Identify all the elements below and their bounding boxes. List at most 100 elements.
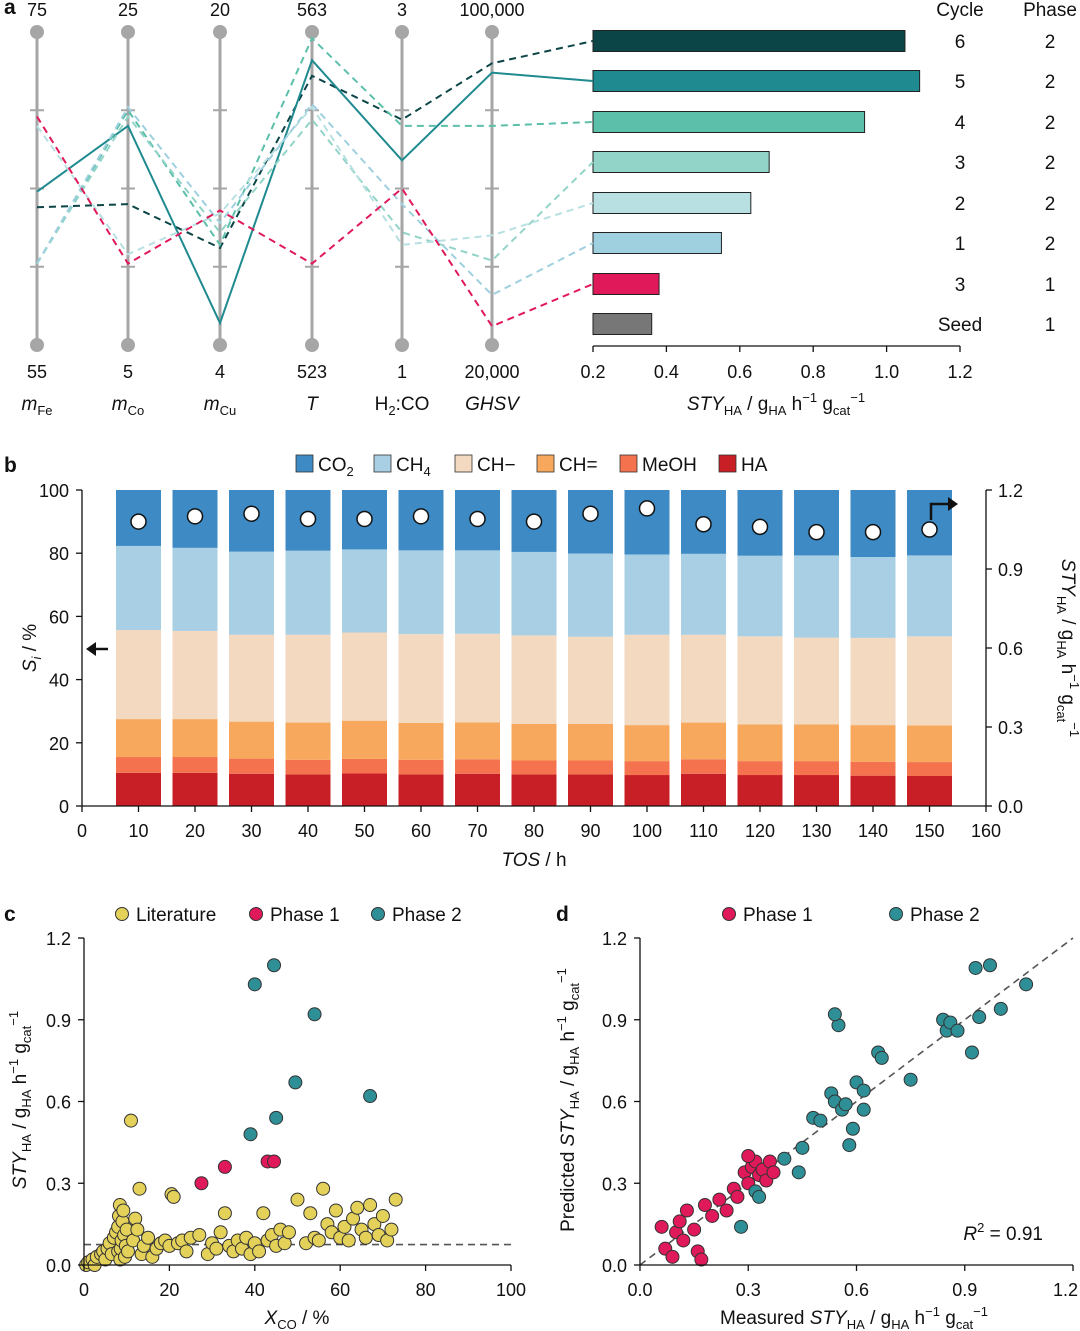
sty-point bbox=[299, 510, 317, 528]
label-text: g bbox=[940, 1308, 956, 1329]
sty-point bbox=[582, 505, 599, 522]
stacked-bar-segment bbox=[568, 723, 613, 761]
stacked-bar-segment bbox=[229, 551, 274, 635]
legend-label: Phase 1 bbox=[743, 905, 813, 926]
stacked-bar-segment bbox=[850, 490, 896, 557]
label-main: CH− bbox=[477, 455, 516, 476]
stacked-bar-segment bbox=[568, 774, 613, 806]
stacked-bar-segment bbox=[511, 551, 557, 636]
label-main: TOS bbox=[501, 850, 540, 871]
label-subscript: HA bbox=[19, 1134, 34, 1152]
phase1-point bbox=[730, 1189, 745, 1204]
sty-point bbox=[751, 518, 769, 536]
label-subscript: Fe bbox=[37, 403, 52, 418]
stacked-bar-segment bbox=[794, 555, 839, 638]
phase1-point bbox=[267, 1154, 282, 1169]
stacked-bar-segment bbox=[907, 762, 952, 776]
stacked-bar-segment bbox=[116, 772, 161, 806]
label-text: / % bbox=[297, 1308, 330, 1329]
stacked-bar-segment bbox=[624, 761, 670, 776]
bar-x-tick-label: 1.2 bbox=[947, 362, 972, 382]
stacked-bar-segment bbox=[624, 725, 670, 762]
stacked-bar-segment bbox=[398, 550, 444, 635]
stacked-bar-segment bbox=[794, 724, 839, 762]
phase-value: 2 bbox=[1045, 72, 1056, 93]
literature-point bbox=[316, 1181, 331, 1196]
label-main: STY bbox=[810, 1308, 848, 1329]
pc-axis-min-label: 4 bbox=[215, 362, 225, 382]
label-subscript: HA bbox=[847, 1317, 865, 1331]
panel-label: b bbox=[4, 454, 17, 477]
y-tick-label-left: 40 bbox=[49, 671, 69, 691]
bar-x-tick-label: 1.0 bbox=[874, 362, 899, 382]
phase-value: 2 bbox=[1045, 194, 1056, 215]
label-subscript: cat bbox=[19, 1025, 34, 1043]
label-text: / % bbox=[20, 624, 41, 657]
stacked-bar-segment bbox=[172, 772, 218, 806]
stacked-bar-segment bbox=[229, 758, 274, 774]
label-main: T bbox=[306, 394, 319, 415]
label-subscript: cat bbox=[1054, 705, 1069, 723]
pc-axis-max-label: 3 bbox=[397, 0, 407, 20]
x-tick-label: 0.0 bbox=[627, 1280, 652, 1300]
pc-axis-name: mFe bbox=[22, 394, 53, 418]
stacked-bar-segment bbox=[794, 637, 839, 725]
label-text: h bbox=[558, 1031, 579, 1047]
phase1-point bbox=[712, 1192, 727, 1207]
literature-point bbox=[328, 1203, 343, 1218]
stacked-bar-segment bbox=[737, 555, 783, 637]
label-text: h bbox=[786, 394, 802, 415]
y-tick-label-right: 0.9 bbox=[998, 560, 1023, 580]
cycle-value: 6 bbox=[955, 32, 966, 53]
phase2-point bbox=[247, 977, 262, 992]
x-tick-label: 50 bbox=[354, 821, 374, 841]
y-tick-label: 1.2 bbox=[46, 929, 71, 949]
legend-label: CH= bbox=[559, 455, 598, 476]
stacked-bar-segment bbox=[907, 725, 952, 763]
x-tick-label: 0.9 bbox=[952, 1280, 977, 1300]
x-tick-label: 0.3 bbox=[736, 1280, 761, 1300]
phase2-point bbox=[734, 1219, 749, 1234]
panel-b: b CO2 CH4 CH− CH= MeOH HA0 10 20 30 40 50 60 70 80 90 10… bbox=[4, 454, 1080, 871]
phase1-point bbox=[697, 1198, 712, 1213]
label-subscript: HA bbox=[1054, 596, 1069, 614]
label-text: / h bbox=[540, 850, 566, 871]
legend-label: CO2 bbox=[318, 455, 354, 479]
stacked-bar-segment bbox=[342, 720, 387, 759]
stacked-bar-segment bbox=[737, 761, 783, 776]
stacked-bar-segment bbox=[511, 635, 557, 724]
pc-axis-end-dot bbox=[30, 338, 44, 352]
label-main: m bbox=[112, 394, 128, 415]
label-main: STY bbox=[687, 394, 725, 415]
pc-axis-name: H2:CO bbox=[375, 394, 430, 418]
pc-axis-end-dot bbox=[121, 25, 135, 39]
stacked-bar-segment bbox=[229, 773, 274, 806]
label-subscript: 4 bbox=[423, 464, 430, 479]
label-main: CH bbox=[396, 455, 423, 476]
y-tick-label-left: 20 bbox=[49, 734, 69, 754]
phase2-point bbox=[363, 1089, 378, 1104]
stacked-bar-segment bbox=[285, 634, 331, 723]
stacked-bar-segment bbox=[907, 636, 952, 726]
r-squared-annotation: R2 = 0.91 bbox=[963, 1220, 1043, 1245]
sty-bar bbox=[592, 151, 770, 173]
pc-axis-end-dot bbox=[395, 25, 409, 39]
legend-swatch bbox=[373, 454, 392, 473]
label-text: / g bbox=[742, 394, 768, 415]
label-text: g bbox=[558, 1000, 579, 1016]
y-tick-label-right: 0.3 bbox=[998, 718, 1023, 738]
y-axis-label: Predicted STYHA / gHA h−1 gcat−1 bbox=[554, 968, 582, 1232]
x-tick-label: 120 bbox=[745, 821, 775, 841]
legend-label: Phase 1 bbox=[270, 905, 340, 926]
stacked-bar-segment bbox=[681, 773, 726, 806]
stacked-bar-segment bbox=[398, 634, 444, 723]
stacked-bar-segment bbox=[116, 757, 161, 773]
label-subscript: HA bbox=[891, 1317, 909, 1331]
phase2-point bbox=[777, 1151, 792, 1166]
literature-point bbox=[375, 1208, 390, 1223]
label-subscript: HA bbox=[19, 1089, 34, 1107]
legend-label: CH− bbox=[477, 455, 516, 476]
literature-point bbox=[213, 1225, 228, 1240]
phase1-point bbox=[676, 1233, 691, 1248]
x-tick-label: 70 bbox=[467, 821, 487, 841]
